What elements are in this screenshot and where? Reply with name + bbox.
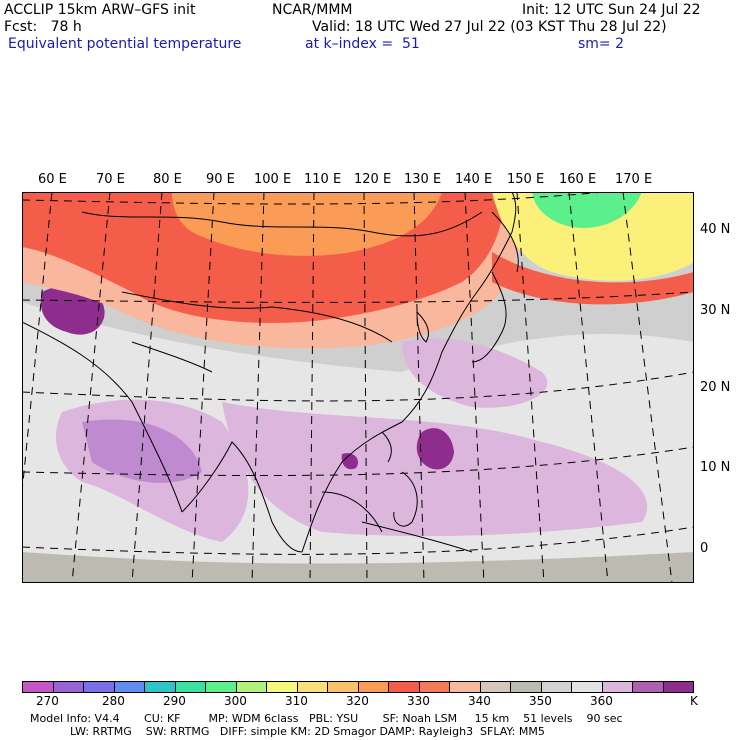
level-label: at k–index = 51 bbox=[305, 36, 420, 52]
colorbar-label: 310 bbox=[285, 694, 308, 708]
model-title: ACCLIP 15km ARW–GFS init bbox=[4, 2, 196, 18]
colorbar-swatch bbox=[206, 682, 237, 692]
colorbar-swatch bbox=[114, 682, 145, 692]
lon-label: 110 E bbox=[304, 172, 342, 187]
lon-label: 140 E bbox=[455, 172, 493, 187]
coastlines bbox=[22, 192, 519, 553]
orange-region bbox=[172, 192, 442, 256]
colorbar-swatch bbox=[480, 682, 511, 692]
colorbar-label: 300 bbox=[224, 694, 247, 708]
colorbar-swatch bbox=[450, 682, 481, 692]
colorbar-swatch bbox=[175, 682, 206, 692]
dark-purple-region bbox=[416, 428, 454, 470]
field-name: Equivalent potential temperature bbox=[8, 36, 242, 52]
model-info-line1: Model Info: V4.4 CU: KF MP: WDM 6class P… bbox=[30, 712, 623, 725]
lat-label: 30 N bbox=[700, 303, 731, 318]
colorbar-swatch bbox=[297, 682, 328, 692]
colorbar-swatch bbox=[419, 682, 450, 692]
lon-label: 100 E bbox=[254, 172, 292, 187]
dark-gray-region bbox=[22, 552, 694, 583]
lon-label: 170 E bbox=[615, 172, 653, 187]
lon-label: 90 E bbox=[206, 172, 235, 187]
green-region bbox=[532, 192, 642, 228]
lat-label: 10 N bbox=[700, 460, 731, 475]
map-frame bbox=[22, 192, 694, 583]
init-time: Init: 12 UTC Sun 24 Jul 22 bbox=[522, 2, 701, 18]
colorbar-label: 270 bbox=[36, 694, 59, 708]
colorbar-swatch bbox=[633, 682, 664, 692]
colorbar-label: 320 bbox=[346, 694, 369, 708]
center-label: NCAR/MMM bbox=[272, 2, 353, 18]
colorbar-label: 340 bbox=[468, 694, 491, 708]
lon-label: 130 E bbox=[404, 172, 442, 187]
colorbar-swatch bbox=[267, 682, 298, 692]
lon-label: 70 E bbox=[96, 172, 125, 187]
colorbar-unit: K bbox=[690, 694, 698, 708]
yellow-region bbox=[492, 192, 694, 281]
colorbar-swatch bbox=[572, 682, 603, 692]
colorbar-swatch bbox=[663, 682, 693, 692]
dark-purple-region bbox=[341, 453, 359, 470]
colorbar-swatch bbox=[328, 682, 359, 692]
colorbar-label: 290 bbox=[163, 694, 186, 708]
forecast-hour: Fcst: 78 h bbox=[4, 19, 82, 35]
lon-label: 120 E bbox=[354, 172, 392, 187]
colorbar-swatch bbox=[145, 682, 176, 692]
colorbar-swatch bbox=[53, 682, 84, 692]
smoothing-label: sm= 2 bbox=[578, 36, 625, 52]
colorbar-swatch bbox=[389, 682, 420, 692]
theta-e-map bbox=[22, 192, 694, 583]
colorbar-swatch bbox=[602, 682, 633, 692]
valid-time: Valid: 18 UTC Wed 27 Jul 22 (03 KST Thu … bbox=[312, 19, 667, 35]
lat-label: 0 bbox=[700, 541, 709, 556]
lon-label: 80 E bbox=[153, 172, 182, 187]
colorbar-swatch bbox=[541, 682, 572, 692]
colorbar-label: 330 bbox=[407, 694, 430, 708]
colorbar-label: 350 bbox=[529, 694, 552, 708]
lon-label: 160 E bbox=[559, 172, 597, 187]
red-orange-region bbox=[492, 252, 694, 305]
colorbar-swatch bbox=[236, 682, 267, 692]
lat-label: 20 N bbox=[700, 380, 731, 395]
colorbar-label: 280 bbox=[102, 694, 125, 708]
colorbar-label: 360 bbox=[590, 694, 613, 708]
colorbar-swatch bbox=[358, 682, 389, 692]
lon-label: 60 E bbox=[38, 172, 67, 187]
lat-label: 40 N bbox=[700, 222, 731, 237]
colorbar-swatch bbox=[23, 682, 54, 692]
colorbar-swatch bbox=[84, 682, 115, 692]
light-purple-region bbox=[402, 338, 548, 408]
model-info-line2: LW: RRTMG SW: RRTMG DIFF: simple KM: 2D … bbox=[70, 725, 545, 738]
colorbar bbox=[22, 681, 694, 693]
lon-label: 150 E bbox=[507, 172, 545, 187]
colorbar-swatch bbox=[511, 682, 542, 692]
